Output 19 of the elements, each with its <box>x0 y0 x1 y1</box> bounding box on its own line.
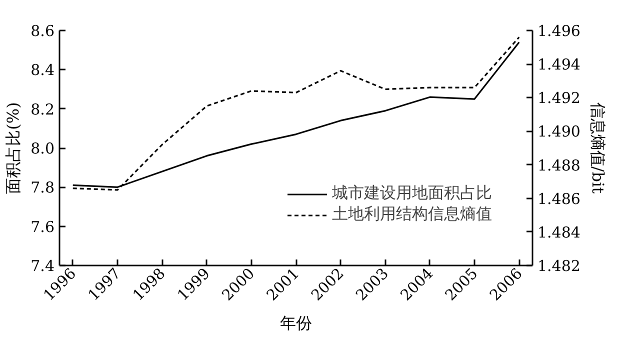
y-tick-label: 7.6 <box>30 218 55 236</box>
y2-axis-title: 信息熵值/bit <box>588 102 608 194</box>
y2-tick-label: 1.486 <box>538 190 580 208</box>
y2-tick-label: 1.484 <box>538 223 580 242</box>
y2-tick-label: 1.488 <box>538 156 580 174</box>
y-tick-label: 8.0 <box>30 140 55 158</box>
y2-tick-label: 1.482 <box>538 257 580 275</box>
y2-tick-label: 1.490 <box>538 122 580 141</box>
legend-label: 城市建设用地面积占比 <box>332 183 492 204</box>
y-tick-label: 8.2 <box>30 100 55 118</box>
legend-label: 土地利用结构信息熵值 <box>332 204 492 225</box>
y-axis-title: 面积占比(%) <box>4 102 23 194</box>
y2-tick-label: 1.494 <box>538 56 580 74</box>
x-axis-title: 年份 <box>280 313 312 332</box>
y-tick-label: 7.8 <box>30 178 55 197</box>
y-tick-label: 8.4 <box>30 61 55 80</box>
y-tick-label: 8.6 <box>30 22 55 40</box>
y2-tick-label: 1.492 <box>538 89 580 108</box>
y2-tick-label: 1.496 <box>538 22 580 40</box>
